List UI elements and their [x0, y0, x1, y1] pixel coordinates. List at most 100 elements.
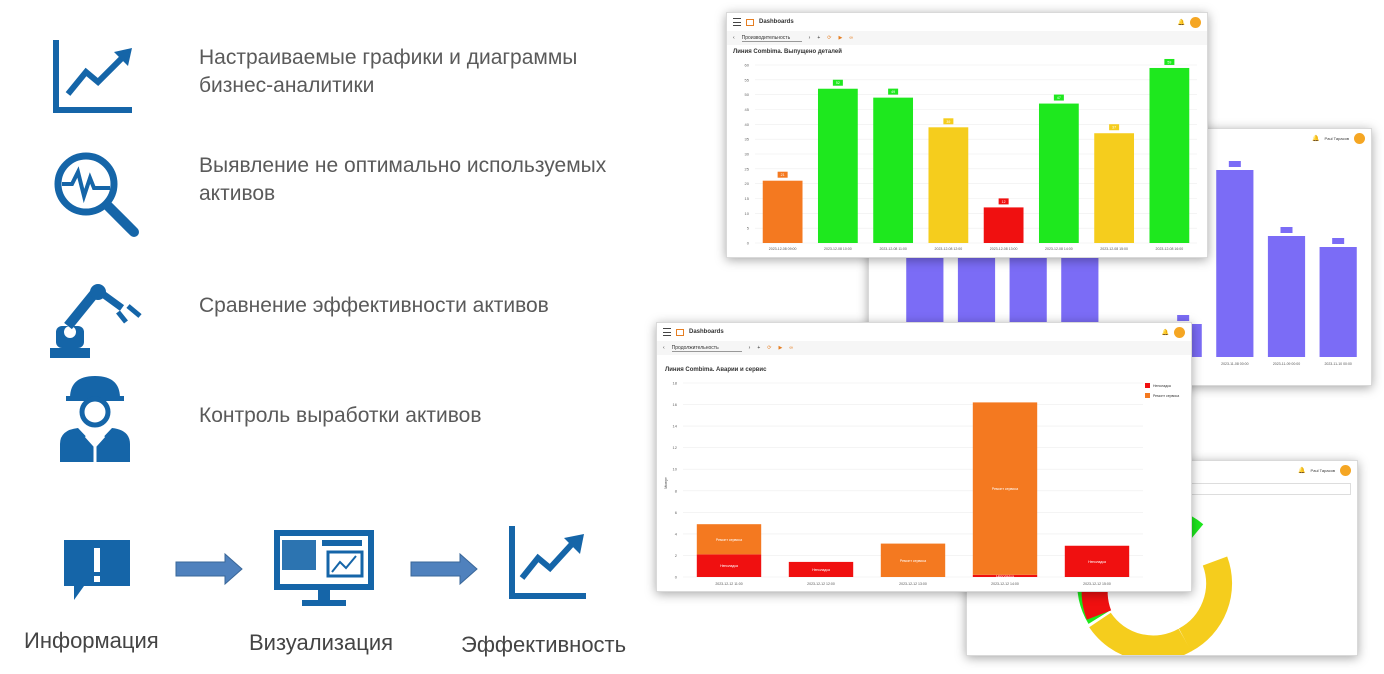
- data-label-box: [943, 118, 954, 125]
- top-bar-chart: 0 5 10 15 20 25 30 35 40 45 50 55 60 21 2023-12-08 09:…: [745, 58, 1197, 251]
- menu-icon[interactable]: [663, 328, 671, 336]
- y-tick-label: 30: [745, 152, 750, 157]
- data-label-box: [1228, 161, 1241, 167]
- y-tick-label: 14: [673, 424, 678, 429]
- bar: [928, 127, 969, 243]
- bell-icon[interactable]: 🔔: [1298, 467, 1306, 474]
- feature-2: [52, 150, 142, 240]
- add-icon[interactable]: +: [817, 35, 821, 41]
- data-label-box: [832, 79, 843, 86]
- bell-icon[interactable]: 🔔: [1312, 135, 1320, 142]
- y-tick-label: 15: [745, 196, 750, 201]
- bar: [762, 180, 803, 243]
- y-tick-label: 55: [745, 77, 750, 82]
- monitor-dashboard-icon: [272, 528, 376, 615]
- bar-segment: [696, 524, 762, 555]
- avatar[interactable]: [1174, 326, 1185, 338]
- data-label: 49: [891, 90, 895, 94]
- dashboard-window-top: Dashboards 🔔 ‹ Производительность › + ⟳ …: [726, 12, 1208, 258]
- feature-2-text: Выявление не оптимально используемых акти…: [199, 154, 607, 205]
- legend-swatch: [1145, 393, 1150, 398]
- bell-icon[interactable]: 🔔: [1161, 329, 1169, 336]
- y-tick-label: 0: [675, 575, 678, 580]
- period-select[interactable]: Производительность: [741, 35, 802, 42]
- flow-label-information: Информация: [24, 628, 159, 653]
- legend-swatch: [1145, 383, 1150, 388]
- link-icon[interactable]: ∞: [849, 35, 853, 41]
- y-tick-label: 10: [745, 211, 750, 216]
- legend-label: Ремонт сервиса: [1153, 394, 1179, 398]
- bar: [1094, 133, 1135, 243]
- bar-segment: [972, 574, 1038, 577]
- x-tick-label: 2023-12-08 10:00: [824, 247, 852, 251]
- segment-label: Неполадка: [1088, 560, 1106, 564]
- dashboard-title: Dashboards: [759, 19, 794, 25]
- data-label: 21: [781, 173, 785, 177]
- play-icon[interactable]: ▶: [838, 35, 843, 41]
- robot-arm-icon: [50, 284, 142, 358]
- x-tick-label: 2023-12-08 09:00: [769, 247, 797, 251]
- avatar[interactable]: [1354, 132, 1365, 144]
- arrow-right-icon: [175, 552, 243, 591]
- segment-label: Неполадка: [720, 564, 738, 568]
- bar: [873, 97, 914, 243]
- feature-3-text: Сравнение эффективности активов: [199, 294, 549, 317]
- menu-icon[interactable]: [733, 18, 741, 26]
- legend-label: Неполадка: [1153, 384, 1171, 388]
- feature-4-text: Контроль выработки активов: [199, 404, 482, 427]
- y-tick-label: 45: [745, 107, 750, 112]
- y-tick-label: 0: [747, 241, 750, 246]
- x-tick-label: 2023-11-09 00:00: [1273, 362, 1300, 366]
- back-icon[interactable]: ‹: [733, 35, 735, 41]
- segment-label: Ремонт сервиса: [716, 538, 742, 542]
- play-icon[interactable]: ▶: [778, 345, 783, 351]
- bar: [1216, 170, 1254, 357]
- x-tick-label: 2023-12-12 14:00: [991, 582, 1019, 586]
- add-icon[interactable]: +: [757, 345, 761, 351]
- data-label-box: [998, 198, 1009, 205]
- bar: [817, 88, 858, 243]
- bar: [1319, 247, 1357, 357]
- y-tick-label: 4: [675, 531, 678, 536]
- line-chart-icon: [53, 40, 132, 113]
- chart-title: Линия Combima. Выпущено деталей: [733, 49, 842, 55]
- x-tick-label: 2023-12-08 11:00: [879, 247, 906, 251]
- data-label: 37: [1112, 126, 1116, 130]
- worker-helmet-icon: [60, 376, 130, 462]
- bottom-stacked-chart: 0 2 4 6 8 10 12 14 16 18 Минут Неполадка Ремонт серв…: [663, 381, 1179, 587]
- refresh-icon[interactable]: ⟳: [827, 35, 832, 41]
- x-tick-label: 2023-11-08 00:00: [1221, 362, 1248, 366]
- data-label-box: [1109, 124, 1120, 131]
- data-label-box: [1053, 94, 1064, 101]
- y-tick-label: 18: [673, 381, 678, 386]
- y-tick-label: 40: [745, 122, 750, 127]
- period-select[interactable]: Продолжительность: [671, 345, 742, 352]
- data-label-box: [888, 88, 899, 95]
- chart-title: Линия Combima. Аварии и сервис: [665, 367, 767, 373]
- magnifier-pulse-icon: [54, 152, 139, 237]
- data-label-box: [1164, 58, 1175, 65]
- avatar[interactable]: [1190, 16, 1201, 28]
- y-tick-label: 12: [673, 445, 678, 450]
- y-tick-label: 10: [673, 467, 678, 472]
- y-tick-label: 50: [745, 92, 750, 97]
- x-tick-label: 2023-12-12 15:00: [1083, 582, 1111, 586]
- refresh-icon[interactable]: ⟳: [767, 345, 772, 351]
- forward-icon[interactable]: ›: [808, 35, 811, 41]
- data-label: 39: [946, 120, 950, 124]
- bell-icon[interactable]: 🔔: [1177, 19, 1185, 26]
- avatar[interactable]: [1340, 464, 1351, 476]
- back-icon[interactable]: ‹: [663, 345, 665, 351]
- data-label: 52: [836, 81, 840, 85]
- y-tick-label: 5: [747, 226, 750, 231]
- segment-label: Ремонт сервиса: [900, 559, 926, 563]
- y-tick-label: 25: [745, 166, 750, 171]
- feature-1: [52, 38, 142, 118]
- forward-icon[interactable]: ›: [748, 345, 751, 351]
- x-tick-label: 2023-12-08 13:00: [990, 247, 1018, 251]
- feature-1-text: Настраиваемые графики и диаграммы бизнес-…: [199, 46, 578, 97]
- link-icon[interactable]: ∞: [789, 345, 793, 351]
- segment-label: Неполадка: [996, 574, 1014, 578]
- y-tick-label: 16: [673, 402, 678, 407]
- y-tick-label: 6: [675, 510, 678, 515]
